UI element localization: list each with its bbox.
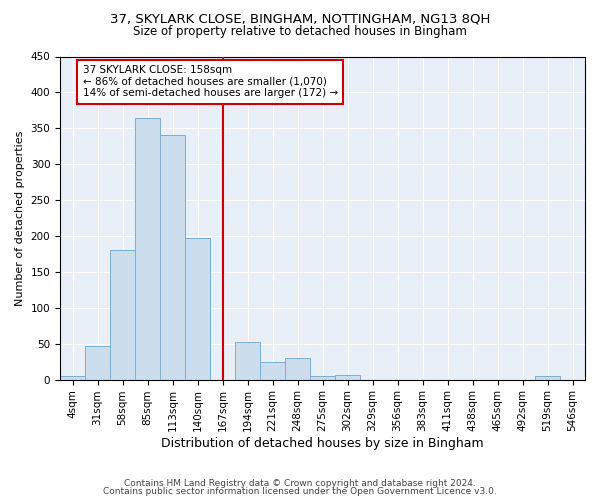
Bar: [160, 136, 185, 380]
Bar: [260, 362, 285, 380]
Bar: [110, 250, 135, 380]
Bar: [85, 346, 110, 380]
Bar: [135, 118, 160, 380]
Bar: [285, 358, 310, 380]
Bar: [310, 376, 335, 380]
X-axis label: Distribution of detached houses by size in Bingham: Distribution of detached houses by size …: [161, 437, 484, 450]
Text: 37 SKYLARK CLOSE: 158sqm
← 86% of detached houses are smaller (1,070)
14% of sem: 37 SKYLARK CLOSE: 158sqm ← 86% of detach…: [83, 65, 338, 98]
Text: Size of property relative to detached houses in Bingham: Size of property relative to detached ho…: [133, 25, 467, 38]
Y-axis label: Number of detached properties: Number of detached properties: [15, 130, 25, 306]
Text: Contains HM Land Registry data © Crown copyright and database right 2024.: Contains HM Land Registry data © Crown c…: [124, 478, 476, 488]
Bar: [235, 342, 260, 380]
Bar: [60, 376, 85, 380]
Bar: [535, 376, 560, 380]
Bar: [185, 238, 210, 380]
Text: Contains public sector information licensed under the Open Government Licence v3: Contains public sector information licen…: [103, 487, 497, 496]
Text: 37, SKYLARK CLOSE, BINGHAM, NOTTINGHAM, NG13 8QH: 37, SKYLARK CLOSE, BINGHAM, NOTTINGHAM, …: [110, 12, 490, 26]
Bar: [335, 374, 360, 380]
